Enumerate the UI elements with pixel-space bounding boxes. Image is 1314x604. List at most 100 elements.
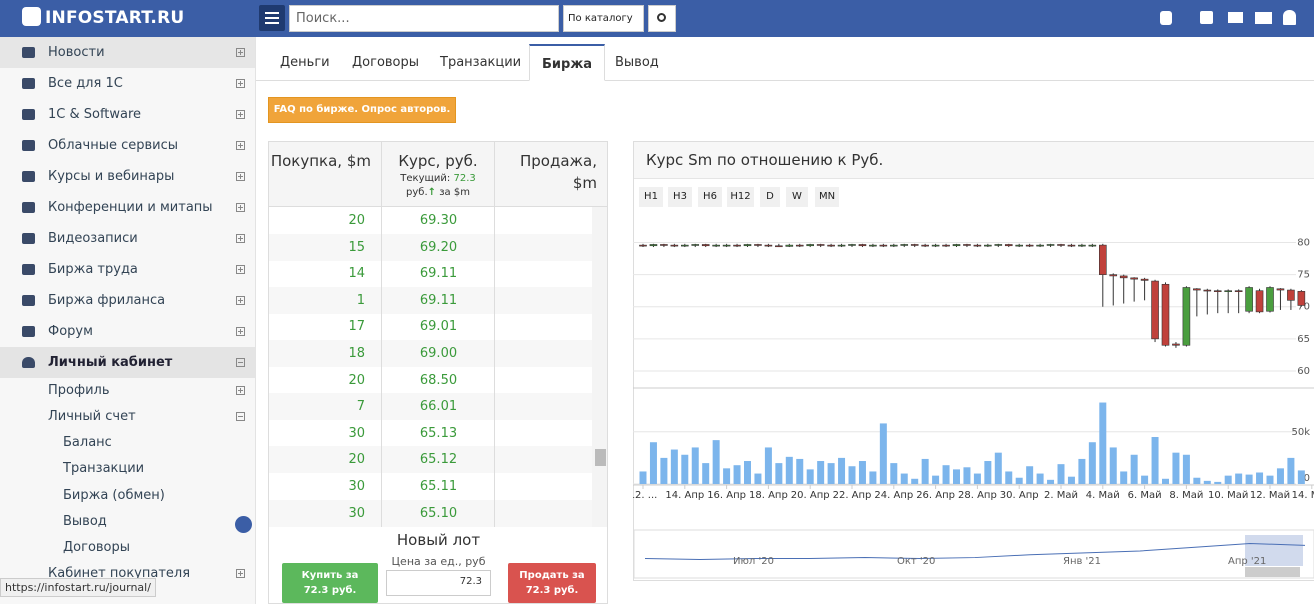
expand-icon [236,296,245,305]
tab[interactable]: Транзакции [440,55,522,70]
submenu-item[interactable]: Баланс [0,430,255,456]
volume-bar [1214,481,1222,484]
menu-item[interactable]: Курсы и вебинары [0,161,255,192]
scroll-thumb[interactable] [595,449,606,466]
faq-button[interactable]: FAQ по бирже. Опрос авторов. [268,97,456,123]
mail-icon[interactable] [1255,12,1272,24]
volume-bar [1088,442,1096,484]
menu-item[interactable]: Новости [0,37,255,68]
submenu-item[interactable]: Кабинет покупателя [0,561,255,587]
submenu-item[interactable]: Личный счет [0,404,255,430]
logo[interactable]: INFOSTART.RU [22,7,184,28]
book-row[interactable]: 7 66.01 [269,393,592,421]
book-row[interactable]: 14 69.11 [269,260,592,287]
menu-item[interactable]: Конференции и митапы [0,192,255,223]
period-button[interactable]: H6 [698,187,722,207]
candle-body [649,244,658,247]
menu-item[interactable]: 1С & Software [0,99,255,130]
tab[interactable]: Вывод [615,55,659,70]
current-value: 72.3 [453,173,476,184]
tab[interactable]: Деньги [280,55,330,70]
menu-item[interactable]: Биржа труда [0,254,255,285]
cart-icon[interactable] [1228,12,1243,23]
candle-body [701,244,710,247]
scrollbar[interactable] [592,207,607,527]
submenu-label: Транзакции [63,461,145,477]
volume-bar [879,423,887,484]
book-row[interactable]: 20 68.50 [269,367,592,394]
candle-body [942,244,950,247]
collapse-button[interactable] [235,516,252,533]
candle-body [900,244,909,246]
search-button[interactable] [648,5,676,32]
menu-item[interactable]: Все для 1С [0,68,255,99]
search-input[interactable]: Поиск... [289,5,559,32]
header-cell: Покупка, $m [269,142,382,207]
buy-price: 72.3 руб. [303,585,357,596]
sell-button[interactable]: Продать за 72.3 руб. [508,563,596,603]
menu-button[interactable] [259,5,285,31]
volume-bar [942,465,950,484]
period-button[interactable]: H12 [727,187,754,207]
header-cell: Курс, руб. Текущий: 72.3 руб.↑ за $m [382,142,495,207]
volume-bar [723,468,731,484]
volume-bar [1015,477,1023,484]
x-tick-label: 14. Апр [665,490,704,501]
book-row[interactable]: 30 65.13 [269,420,592,447]
phone-icon[interactable] [1160,11,1172,25]
volume-bar [1130,454,1138,484]
candle-body [670,244,679,247]
submenu-item[interactable]: Договоры [0,535,255,561]
volume-bar [764,447,772,484]
period-button[interactable]: W [786,187,808,207]
volume-bar [691,447,699,484]
submenu-item[interactable]: Профиль [0,378,255,404]
tab[interactable]: Биржа [529,44,606,81]
candle-body [879,244,888,247]
current-unit: руб. [406,187,428,198]
x-tick-label: 16. Апр [707,490,746,501]
candle-body [785,244,794,247]
price: 65.11 [419,479,458,494]
period-button[interactable]: MN [815,187,839,207]
volume-bar [1067,476,1075,484]
navigator-label: Апр '21 [1228,556,1266,567]
book-row[interactable]: 30 65.11 [269,473,592,500]
candle-body [712,244,720,247]
sidebar: Новости Все для 1С 1С & Software Облачные с… [0,37,256,604]
bell-icon[interactable] [1283,10,1296,25]
menu-item[interactable]: Видеозаписи [0,223,255,254]
add-icon[interactable] [1200,11,1213,24]
menu-item[interactable]: Личный кабинет [0,347,255,378]
menu-item[interactable]: Облачные сервисы [0,130,255,161]
search-scope[interactable]: По каталогу [563,5,644,32]
submenu-item[interactable]: Биржа (обмен) [0,483,255,509]
y-tick-label: 0 [1304,473,1310,484]
menu-item[interactable]: Форум [0,316,255,347]
book-row[interactable]: 18 69.00 [269,340,592,367]
tab[interactable]: Договоры [352,55,420,70]
buy-button[interactable]: Купить за 72.3 руб. [282,563,378,603]
price-input[interactable]: 72.3 [386,570,491,596]
book-row[interactable]: 15 69.20 [269,233,592,261]
candle-body [994,244,1003,246]
expand-icon [236,141,245,150]
price: 68.50 [419,372,458,388]
submenu-item[interactable]: Вывод [0,509,255,535]
menu-label: Форум [48,324,93,339]
menu-icon [22,47,35,58]
book-row[interactable]: 1 69.11 [269,286,592,314]
book-row[interactable]: 20 65.12 [269,446,592,474]
price: 65.13 [419,425,458,441]
submenu-item[interactable]: Транзакции [0,456,255,482]
book-row[interactable]: 17 69.01 [269,313,592,340]
navigator-window [1245,535,1303,566]
x-tick-label: 12. ... [633,490,657,501]
book-row[interactable]: 20 69.30 [269,207,592,234]
period-button[interactable]: H1 [639,187,663,207]
chart-panel: Курс Sm по отношению к Руб. H1 H3 H6 H12 D W M… [633,141,1314,581]
menu-item[interactable]: Биржа фриланса [0,285,255,316]
book-row[interactable]: 30 65.10 [269,499,592,527]
period-button[interactable]: H3 [668,187,692,207]
period-button[interactable]: D [760,187,780,207]
